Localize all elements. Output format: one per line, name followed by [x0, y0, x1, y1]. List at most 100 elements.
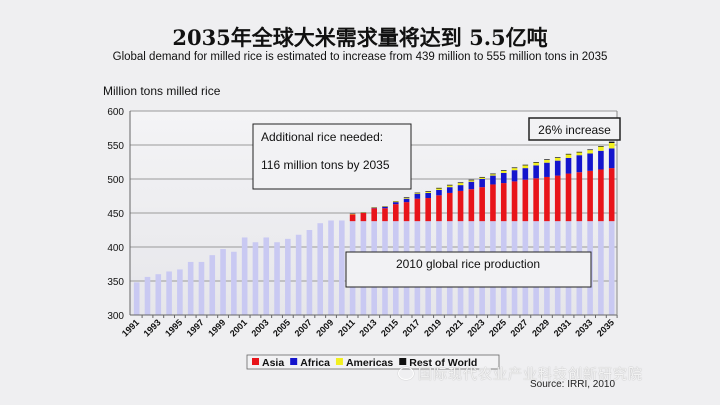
bar-africa-2016	[403, 198, 410, 203]
x-tick-label: 2035	[595, 317, 616, 338]
bar-americas-2017	[414, 193, 421, 194]
x-tick-label: 2017	[401, 317, 422, 338]
bar-rest-of-world-2034	[598, 146, 604, 147]
page-title: 2035年全球大米需求量将达到 5.5亿吨	[172, 25, 548, 50]
bar-base-2035	[608, 221, 615, 315]
x-tick-label: 2003	[249, 317, 270, 338]
bar-africa-2034	[598, 150, 604, 170]
bar-historical-2006	[295, 234, 302, 315]
x-tick-label: 1999	[206, 317, 227, 338]
bar-rest-of-world-2028	[533, 162, 539, 163]
bar-africa-2018	[425, 192, 431, 199]
watermark: 国际现代农业产业科技创新研究院	[398, 364, 643, 384]
increase-box-label: 26% increase	[538, 123, 611, 137]
bar-americas-2025	[500, 170, 507, 173]
legend-label-asia: Asia	[262, 357, 284, 369]
bar-asia-2024	[490, 184, 496, 222]
additional-rice-box	[252, 123, 412, 190]
bar-africa-2026	[511, 170, 518, 182]
bar-africa-2027	[522, 168, 529, 180]
bar-americas-2030	[554, 157, 561, 161]
x-tick-label: 2007	[293, 317, 314, 338]
bar-africa-2022	[468, 181, 475, 190]
bar-rest-of-world-2019	[436, 187, 442, 189]
bar-africa-2021	[457, 185, 464, 191]
bar-rest-of-world-2031	[565, 153, 572, 155]
bar-africa-2015	[392, 202, 399, 205]
bar-asia-2032	[576, 172, 583, 222]
bar-asia-2025	[500, 183, 507, 222]
wechat-icon	[398, 367, 414, 380]
x-tick-label: 1997	[185, 317, 206, 338]
bar-americas-2029	[544, 159, 550, 163]
bar-asia-2018	[425, 198, 431, 222]
bar-rest-of-world-2023	[479, 176, 485, 178]
bar-rest-of-world-2016	[403, 197, 410, 199]
legend-swatch-americas	[335, 358, 343, 365]
bar-rest-of-world-2026	[511, 167, 518, 169]
y-tick-label: 600	[107, 107, 124, 118]
legend-label-americas: Americas	[346, 357, 393, 369]
bar-africa-2029	[544, 162, 550, 177]
y-tick-label: 550	[107, 141, 124, 152]
bar-asia-2011	[349, 214, 356, 222]
bar-rest-of-world-2017	[414, 192, 421, 194]
bar-asia-2014	[382, 208, 388, 222]
bar-americas-2028	[533, 162, 539, 166]
bar-americas-2021	[457, 183, 464, 186]
bar-africa-2024	[490, 175, 496, 185]
source-note: Source: IRRI, 2010	[530, 379, 616, 390]
bar-americas-2018	[425, 191, 431, 193]
x-tick-label: 2025	[487, 317, 508, 338]
bar-asia-2015	[392, 204, 399, 222]
bar-asia-2034	[598, 169, 604, 222]
bar-africa-2014	[382, 206, 388, 209]
x-tick-label: 2033	[573, 317, 594, 338]
bar-historical-2000	[231, 251, 237, 315]
bar-africa-2033	[587, 153, 593, 171]
y-axis-label: Million tons milled rice	[103, 84, 221, 98]
bar-historical-2009	[328, 220, 334, 315]
additional-rice-line2: 116 million tons by 2035	[261, 158, 390, 172]
bar-rest-of-world-2021	[457, 182, 464, 184]
bar-rest-of-world-2022	[468, 179, 475, 181]
x-tick-label: 2001	[228, 317, 249, 338]
legend-label-rest-of-world: Rest of World	[409, 357, 477, 369]
bar-rest-of-world-2024	[490, 173, 496, 175]
bar-americas-2022	[468, 180, 475, 182]
bar-historical-2010	[339, 220, 345, 315]
bar-asia-2021	[457, 190, 464, 222]
production-box	[345, 251, 592, 288]
bar-asia-2019	[436, 195, 442, 222]
bar-historical-1992	[144, 276, 151, 315]
bar-americas-2031	[565, 154, 572, 158]
bar-americas-2016	[403, 198, 410, 199]
bar-historical-1994	[166, 271, 172, 315]
legend-swatch-africa	[290, 358, 298, 365]
bar-americas-2026	[511, 168, 518, 171]
bar-rest-of-world-2033	[587, 149, 593, 151]
additional-rice-line1: Additional rice needed:	[261, 130, 383, 144]
watermark-text: 国际现代农业产业科技创新研究院	[418, 366, 643, 382]
y-tick-label: 350	[107, 277, 124, 288]
bar-africa-2017	[414, 193, 421, 199]
bar-africa-2028	[533, 165, 539, 179]
page-subtitle: Global demand for milled rice is estimat…	[112, 51, 608, 63]
bar-asia-2027	[522, 179, 529, 222]
bar-americas-2024	[490, 174, 496, 176]
bar-africa-2035	[608, 148, 615, 169]
bar-historical-1995	[177, 269, 183, 315]
bar-asia-2022	[468, 189, 475, 222]
bar-rest-of-world-2030	[554, 157, 561, 158]
bar-africa-2025	[500, 172, 507, 184]
x-tick-label: 2005	[271, 317, 292, 338]
bar-historical-1997	[198, 261, 205, 315]
bar-americas-2020	[446, 185, 453, 188]
x-tick-label: 2009	[314, 317, 335, 338]
bar-asia-2023	[479, 187, 485, 222]
bar-historical-2008	[317, 223, 324, 315]
bar-asia-2012	[360, 213, 367, 222]
bar-rest-of-world-2025	[500, 170, 507, 171]
bar-historical-2007	[306, 230, 313, 315]
